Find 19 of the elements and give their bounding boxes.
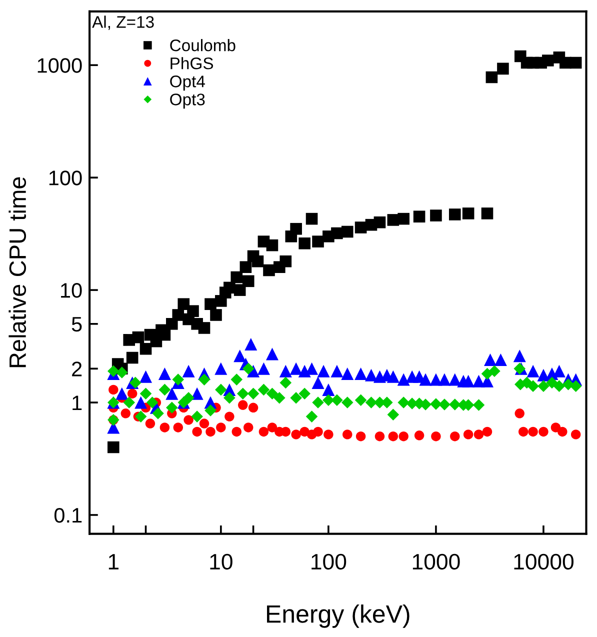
y-tick-label: 1 bbox=[72, 396, 82, 410]
y-tick-label: 1000 bbox=[38, 58, 82, 73]
x-axis-title: Energy (keV) bbox=[267, 604, 410, 628]
legend-label: Coulomb bbox=[170, 39, 236, 52]
x-tick-label: 10000 bbox=[514, 554, 574, 570]
y-tick-label: 100 bbox=[49, 170, 82, 186]
y-tick-label: 10 bbox=[61, 283, 82, 298]
y-axis-title: Relative CPU time bbox=[8, 177, 26, 368]
chart-title: Al, Z=13 bbox=[92, 16, 154, 30]
y-tick-label: 0.1 bbox=[54, 508, 82, 523]
x-tick-label: 100 bbox=[312, 554, 346, 570]
legend-label: Opt3 bbox=[170, 94, 205, 109]
legend-label: PhGS bbox=[170, 57, 214, 70]
legend-label: Opt4 bbox=[170, 76, 205, 91]
y-tick-label: 5 bbox=[72, 317, 82, 332]
x-tick-label: 1 bbox=[108, 554, 118, 570]
x-tick-label: 1000 bbox=[412, 554, 460, 570]
y-tick-label: 2 bbox=[72, 362, 82, 376]
x-tick-label: 10 bbox=[210, 554, 232, 570]
